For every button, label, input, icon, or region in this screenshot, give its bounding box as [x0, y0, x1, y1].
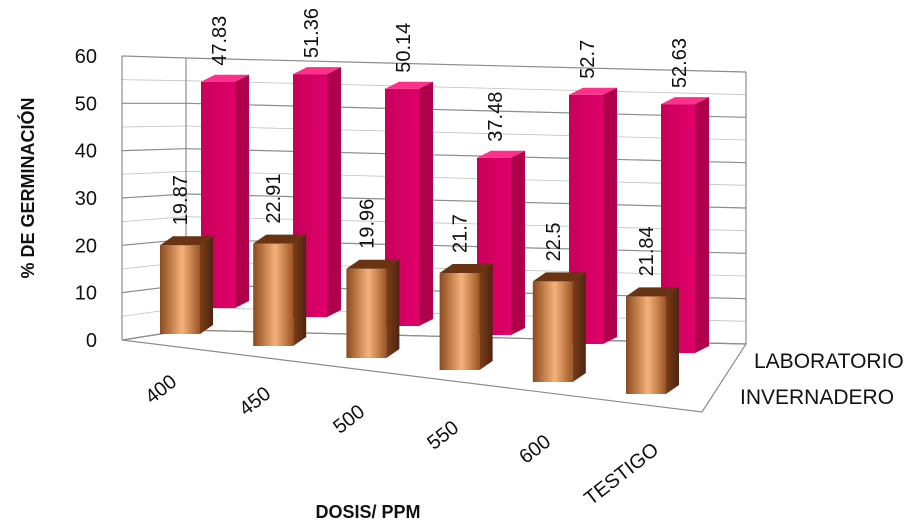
value-label-invernadero: 19.87	[170, 175, 192, 225]
bar-side-face	[511, 150, 525, 335]
value-label-laboratorio: 52.63	[669, 38, 691, 88]
y-tick-label: 50	[75, 93, 97, 115]
bar-top-face	[439, 264, 493, 273]
bar-side-face	[603, 87, 617, 344]
bar-side-face	[572, 272, 586, 382]
bar-top-face	[293, 67, 341, 75]
value-label-invernadero: 21.7	[450, 214, 472, 253]
value-label-invernadero: 22.91	[263, 174, 285, 224]
y-tick-label: 60	[75, 46, 97, 68]
invernadero-bars	[160, 234, 679, 394]
bar-front-face	[253, 243, 294, 346]
bar-front-face	[532, 281, 573, 382]
bar-top-face	[160, 236, 213, 246]
bar-side-face	[235, 74, 249, 308]
bar-invernadero	[532, 272, 586, 382]
bar-side-face	[327, 67, 341, 317]
minor-gridline	[185, 125, 747, 141]
y-tick-label: 0	[86, 330, 97, 352]
bar-side-face	[293, 234, 307, 346]
bar-top-face	[569, 87, 617, 95]
minor-side-gridline	[121, 79, 187, 82]
bar-front-face	[439, 273, 480, 370]
value-label-invernadero: 21.84	[636, 226, 658, 276]
legend-laboratorio: LABORATORIO	[754, 350, 904, 373]
minor-side-gridline	[121, 125, 187, 128]
bar-top-face	[661, 97, 709, 105]
bar-top-face	[626, 287, 679, 297]
minor-gridline	[185, 80, 747, 96]
y-tick-label: 30	[75, 188, 97, 210]
bar-front-face	[346, 268, 387, 358]
bar-top-face	[201, 74, 249, 82]
bar-top-face	[532, 272, 586, 282]
bar-side-face	[386, 259, 400, 358]
value-label-laboratorio: 51.36	[301, 8, 323, 58]
x-tick-labels: 400 450 500 550 600 TESTIGO	[141, 371, 663, 510]
x-axis-title: DOSIS/ PPM	[315, 502, 420, 522]
x-tick-label: 450	[235, 383, 275, 421]
minor-gridline	[185, 216, 747, 232]
y-tick-label: 10	[75, 283, 97, 305]
bar-side-face	[200, 236, 213, 334]
bar-top-face	[477, 150, 525, 158]
y-tick-label: 40	[75, 141, 97, 163]
x-tick-label: 500	[329, 401, 369, 439]
gridline	[185, 57, 747, 73]
bar-front-face	[626, 296, 666, 394]
bar-top-face	[253, 234, 307, 244]
bar-top-face	[385, 81, 433, 89]
bar-invernadero	[439, 264, 493, 370]
x-tick-label: TESTIGO	[580, 439, 663, 510]
minor-gridline	[185, 170, 747, 186]
invernadero-value-labels: 19.87 22.91 19.96 21.7 22.5 21.84	[170, 174, 658, 277]
value-label-laboratorio: 37.48	[485, 92, 507, 142]
laboratorio-value-labels: 47.83 51.36 50.14 37.48 52.7 52.63	[209, 8, 691, 142]
side-gridline	[121, 55, 187, 59]
y-tick-labels: 0 10 20 30 40 50 60	[75, 46, 97, 352]
series-legend: LABORATORIO INVERNADERO	[740, 350, 904, 409]
legend-invernadero: INVERNADERO	[740, 386, 894, 409]
x-tick-label: 400	[141, 371, 181, 409]
y-tick-label: 20	[75, 235, 97, 257]
bar-side-face	[695, 97, 709, 353]
gridline	[185, 193, 747, 209]
value-label-laboratorio: 52.7	[577, 40, 599, 79]
value-label-invernadero: 22.5	[543, 222, 565, 261]
bar-side-face	[666, 287, 679, 394]
value-label-laboratorio: 50.14	[393, 23, 415, 73]
y-axis-title: % DE GERMINACIÓN	[17, 97, 38, 278]
x-tick-label: 550	[423, 417, 463, 455]
minor-side-gridline	[121, 216, 187, 223]
value-label-invernadero: 19.96	[356, 199, 378, 249]
bar-side-face	[479, 264, 493, 370]
gridline	[185, 148, 747, 164]
side-gridline	[121, 193, 187, 199]
x-tick-label: 600	[515, 431, 555, 469]
bar-invernadero	[160, 236, 213, 334]
value-label-laboratorio: 47.83	[209, 16, 231, 66]
bar-invernadero	[626, 287, 679, 394]
side-gridline	[121, 148, 187, 152]
bar-front-face	[160, 245, 200, 334]
bar-invernadero	[346, 259, 400, 358]
minor-side-gridline	[121, 170, 187, 175]
bar-invernadero	[253, 234, 307, 346]
bar-side-face	[419, 81, 433, 326]
gridline	[185, 102, 747, 118]
bar-top-face	[346, 259, 400, 269]
